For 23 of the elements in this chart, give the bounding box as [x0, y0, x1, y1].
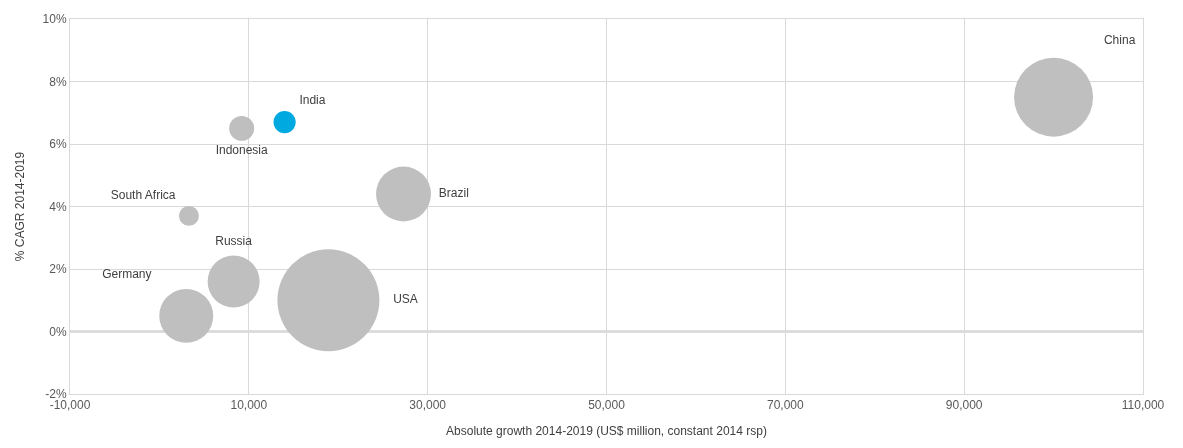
- x-tick-label: 70,000: [766, 398, 805, 413]
- x-tick-label: 90,000: [945, 398, 983, 413]
- series-label: Germany: [102, 267, 152, 282]
- y-tick-label: 0%: [49, 324, 67, 339]
- series-label: India: [299, 93, 326, 108]
- text: China: [1103, 32, 1136, 47]
- series-label: Indonesia: [215, 143, 269, 157]
- x-tick-label: 30,000: [409, 398, 447, 413]
- series-label: South Africa: [110, 188, 176, 203]
- y-tick-label: 4%: [49, 199, 67, 214]
- series-label: Russia: [215, 233, 253, 248]
- y-tick-label: 6%: [49, 137, 67, 152]
- x-tick-label: 50,000: [588, 398, 626, 413]
- x-tick-label: -10,000: [49, 398, 91, 413]
- x-tick-label: 110,000: [1121, 398, 1165, 413]
- series-label: USA: [393, 292, 418, 307]
- x-tick-label: 10,000: [230, 398, 268, 413]
- y-tick-label: 8%: [49, 74, 67, 89]
- y-tick-label: 10%: [42, 12, 67, 27]
- y-axis-title: % CAGR 2014-2019: [12, 151, 27, 262]
- y-tick-label: 2%: [49, 262, 67, 277]
- series-label: Brazil: [438, 186, 469, 200]
- x-axis-title: Absolute growth 2014-2019 (US$ million, constant 2014 rsp): [446, 424, 767, 439]
